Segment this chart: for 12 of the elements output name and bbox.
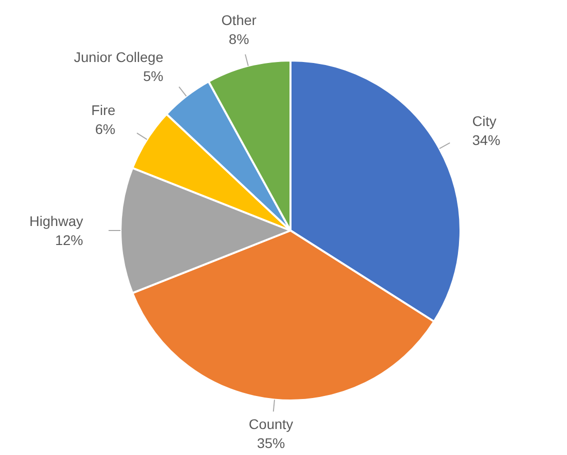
slice-label: Other [221, 12, 257, 28]
data-label: 8% [228, 31, 250, 48]
data-label: 12% [55, 232, 84, 248]
data-label: 6% [95, 120, 116, 137]
data-label: 5% [143, 68, 164, 84]
data-label: 35% [256, 435, 286, 452]
slice-label: City [472, 112, 496, 129]
slice-label: County [248, 416, 294, 432]
slice-label: Fire [91, 102, 116, 118]
slice-label: Junior College [74, 49, 164, 66]
data-label: 34% [472, 132, 500, 148]
legend-label: Highway [29, 212, 84, 229]
